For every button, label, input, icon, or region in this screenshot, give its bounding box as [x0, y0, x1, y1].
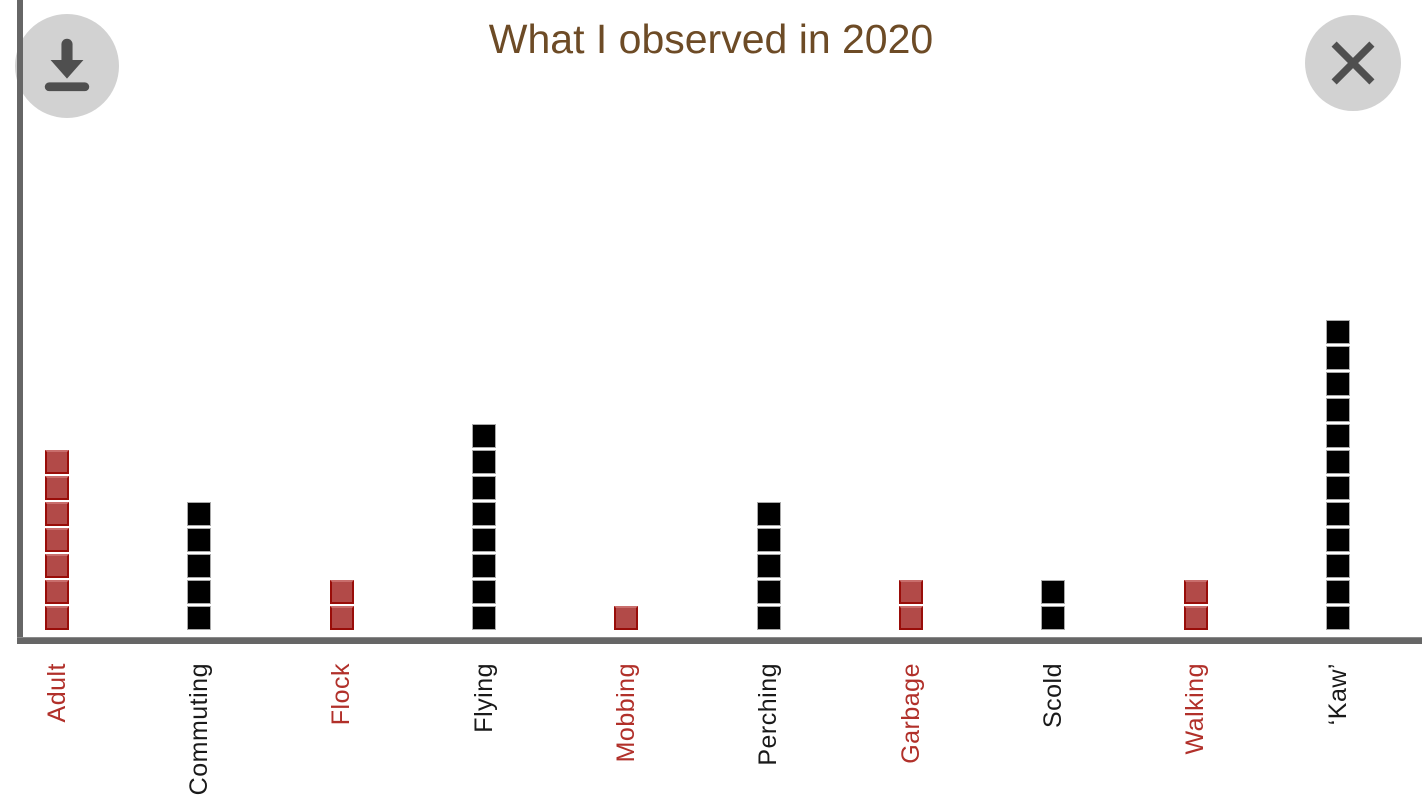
- x-axis: [17, 637, 1422, 644]
- bar-kaw: [1324, 318, 1352, 630]
- observation-square: [472, 502, 497, 526]
- observation-square: [472, 554, 497, 578]
- observation-square: [614, 606, 639, 630]
- observation-square: [1326, 450, 1351, 474]
- x-label-scold: Scold: [1038, 663, 1067, 729]
- x-label-mobbing: Mobbing: [611, 663, 640, 763]
- x-label-wrap-adult: Adult: [39, 663, 75, 722]
- x-label-wrap-mobbing: Mobbing: [608, 663, 644, 762]
- observation-square: [45, 606, 69, 630]
- observation-square: [1183, 580, 1208, 604]
- x-label-adult: Adult: [42, 663, 71, 723]
- bar-commuting: [185, 500, 213, 630]
- x-label-wrap-scold: Scold: [1035, 663, 1071, 728]
- x-label-wrap-perching: Perching: [751, 663, 787, 766]
- observation-square: [45, 580, 69, 604]
- observation-square: [1326, 346, 1351, 370]
- chart-title: What I observed in 2020: [488, 16, 934, 62]
- observation-square: [1041, 580, 1066, 604]
- observation-square: [187, 606, 212, 630]
- x-label-wrap-flying: Flying: [466, 663, 502, 733]
- x-label-perching: Perching: [754, 663, 783, 766]
- observation-square: [187, 528, 212, 552]
- observation-square: [899, 606, 924, 630]
- observation-square: [1326, 528, 1351, 552]
- observation-square: [329, 580, 354, 604]
- x-label-garbage: Garbage: [896, 663, 925, 764]
- observation-square: [45, 450, 69, 474]
- x-label-wrap-walking: Walking: [1178, 663, 1214, 755]
- observation-square: [1326, 502, 1351, 526]
- observation-square: [1326, 398, 1351, 422]
- observation-square: [1326, 372, 1351, 396]
- observation-square: [1326, 320, 1351, 344]
- download-icon: [38, 37, 96, 95]
- bar-scold: [1039, 578, 1067, 630]
- download-button[interactable]: [15, 14, 119, 118]
- observation-square: [472, 606, 497, 630]
- observation-square: [472, 528, 497, 552]
- observation-square: [472, 580, 497, 604]
- observation-square: [756, 580, 781, 604]
- bar-mobbing: [612, 604, 640, 630]
- close-icon: [1325, 35, 1381, 91]
- observation-square: [187, 554, 212, 578]
- observation-square: [756, 528, 781, 552]
- observation-square: [187, 502, 212, 526]
- y-axis: [17, 0, 23, 644]
- observation-square: [329, 606, 354, 630]
- bar-adult: [43, 448, 71, 630]
- observation-square: [1041, 606, 1066, 630]
- observation-square: [45, 502, 69, 526]
- observation-square: [756, 502, 781, 526]
- bar-garbage: [897, 578, 925, 630]
- x-label-wrap-garbage: Garbage: [893, 663, 929, 764]
- bar-walking: [1182, 578, 1210, 630]
- x-label-walking: Walking: [1181, 663, 1210, 755]
- x-label-wrap-commuting: Commuting: [181, 663, 217, 795]
- observation-square: [1326, 476, 1351, 500]
- observation-square: [1326, 606, 1351, 630]
- x-label-wrap-kaw: ‘Kaw’: [1320, 663, 1356, 725]
- bar-flying: [470, 422, 498, 630]
- x-label-flock: Flock: [327, 663, 356, 726]
- observation-square: [45, 528, 69, 552]
- observation-square: [187, 580, 212, 604]
- observation-square: [472, 450, 497, 474]
- observation-square: [756, 606, 781, 630]
- observation-square: [45, 476, 69, 500]
- observation-square: [472, 424, 497, 448]
- observation-square: [1326, 424, 1351, 448]
- observation-square: [1326, 554, 1351, 578]
- close-button[interactable]: [1305, 15, 1401, 111]
- x-label-wrap-flock: Flock: [324, 663, 360, 725]
- observation-square: [472, 476, 497, 500]
- observation-square: [756, 554, 781, 578]
- bar-perching: [755, 500, 783, 630]
- observation-square: [1326, 580, 1351, 604]
- x-label-flying: Flying: [469, 663, 498, 733]
- bar-flock: [328, 578, 356, 630]
- observation-square: [1183, 606, 1208, 630]
- x-label-kaw: ‘Kaw’: [1323, 663, 1352, 726]
- x-label-commuting: Commuting: [184, 663, 213, 796]
- observation-square: [45, 554, 69, 578]
- observation-square: [899, 580, 924, 604]
